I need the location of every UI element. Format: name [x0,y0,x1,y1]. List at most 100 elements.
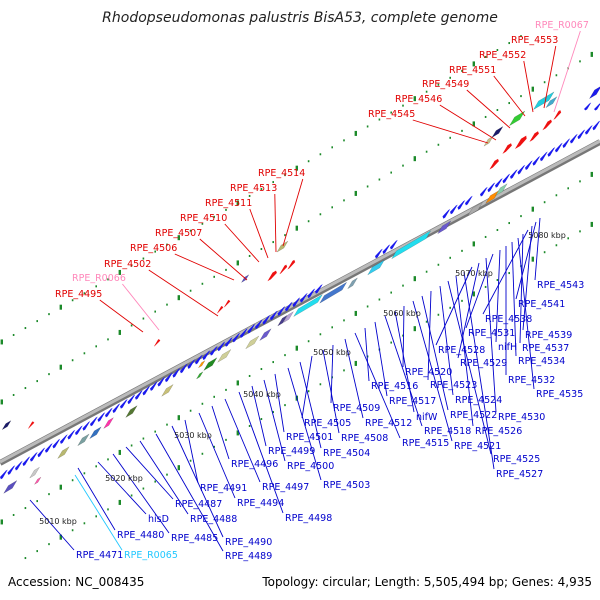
gene-label[interactable]: RPE_4514 [258,168,305,179]
tick-dot [437,143,440,146]
gene-label[interactable]: RPE_4522 [450,410,497,421]
tick-dot [508,222,510,225]
gene-label[interactable]: RPE_4545 [368,109,415,120]
leader-line [412,119,489,144]
gene-label[interactable]: RPE_4518 [424,426,471,437]
gene-label[interactable]: RPE_4500 [287,461,334,472]
gene-label[interactable]: RPE_4527 [496,469,543,480]
gene-label[interactable]: RPE_4512 [365,418,412,429]
gene-label[interactable]: RPE_4485 [171,533,218,544]
gene-label[interactable]: RPE_4532 [508,375,555,386]
gene-label[interactable]: RPE_4530 [498,412,545,423]
gene-label[interactable]: RPE_4487 [175,499,222,510]
gene-arrow [592,120,600,131]
leader-line [519,233,524,344]
gene-label[interactable]: RPE_4505 [304,418,351,429]
gene-label[interactable]: RPE_4494 [237,498,284,509]
gene-label[interactable]: RPE_4509 [333,403,380,414]
gene-label[interactable]: RPE_4502 [104,259,151,270]
gene-label[interactable]: RPE_4511 [205,198,252,209]
tick-dot [225,268,227,271]
gene-label[interactable]: RPE_4499 [268,446,315,457]
gene-label[interactable]: RPE_4537 [522,343,569,354]
gene-label[interactable]: RPE_4552 [479,50,526,61]
gene-label[interactable]: RPE_4508 [341,433,388,444]
gene-label[interactable]: hisD [148,514,169,525]
gene-label[interactable]: RPE_4489 [225,551,272,562]
gene-label[interactable]: nifH [498,342,517,353]
gene-label[interactable]: RPE_4515 [402,438,449,449]
kbp-scale-labels: 5010 kbp 5020 kbp 5030 kbp 5040 kbp 5050 kbp… [39,231,566,526]
gene-label[interactable]: RPE_4535 [536,389,583,400]
tick-dot [343,199,345,202]
gene-label[interactable]: RPE_4496 [231,459,278,470]
gene-label[interactable]: RPE_4507 [155,228,202,239]
gene-label[interactable]: RPE_4490 [225,537,272,548]
gene-arrow [217,341,226,352]
gene-label[interactable]: RPE_4551 [449,65,496,76]
tick-dot [107,508,109,511]
gene-label[interactable]: RPE_4503 [323,480,370,491]
gene-label[interactable]: RPE_4506 [130,243,177,254]
gene-label[interactable]: RPE_4525 [493,454,540,465]
tick-dot [189,229,192,232]
leader-line [274,373,285,433]
gene-label[interactable]: nifW [416,412,438,423]
gene-label[interactable]: RPE_4501 [286,432,333,443]
gene-label[interactable]: RPE_4526 [475,426,522,437]
tick-dot [425,320,428,323]
gene-label[interactable]: RPE_4520 [405,367,452,378]
gene-label[interactable]: RPE_4497 [262,482,309,493]
gene-label[interactable]: RPE_4546 [395,94,442,105]
gene-label[interactable]: RPE_4488 [190,514,237,525]
tick-dot [142,487,145,490]
gene-box [197,359,206,369]
gene-label[interactable]: RPE_4521 [454,441,501,452]
gene-label[interactable]: RPE_4538 [485,314,532,325]
gene-label[interactable]: RPE_4517 [389,396,436,407]
leader-line [493,75,526,117]
leader-line [455,275,474,427]
gene-arrow [105,407,113,418]
leader-line [534,217,541,281]
gene-box [217,348,232,363]
gene-arrow [262,315,271,325]
gene-label[interactable]: RPE_R0067 [535,20,589,31]
gene-label[interactable]: RPE_4529 [460,358,507,369]
gene-label[interactable]: RPE_4531 [468,328,515,339]
gene-label[interactable]: RPE_4480 [117,530,164,541]
tick-dot [189,459,192,462]
leader-line [364,327,370,382]
gene-label[interactable]: RPE_4541 [518,299,565,310]
gene-label[interactable]: RPE_4549 [422,79,469,90]
gene-label[interactable]: RPE_4523 [430,380,477,391]
tick-dot [59,484,62,490]
gene-label[interactable]: RPE_R0066 [72,273,126,284]
tick-dot [449,136,451,139]
gene-label[interactable]: RPE_4553 [511,35,558,46]
tick-dot [331,206,333,209]
gene-label[interactable]: RPE_4524 [455,395,502,406]
gene-label[interactable]: RPE_R0065 [124,550,178,561]
gene-label[interactable]: RPE_4516 [371,381,418,392]
tick-dot [0,339,4,345]
gene-label[interactable]: RPE_4534 [518,356,565,367]
tick-dot [531,206,534,212]
gene-label[interactable]: RPE_4495 [55,289,102,300]
gene-label[interactable]: RPE_4528 [438,345,485,356]
gene-label[interactable]: RPE_4510 [180,213,227,224]
gene-arrow [67,429,76,440]
tick-dot [437,313,440,316]
tick-dot [496,109,499,112]
gene-label[interactable]: RPE_4543 [537,280,584,291]
gene-label[interactable]: RPE_4539 [525,330,572,341]
gene-label[interactable]: RPE_4498 [285,513,332,524]
gene-arrow [487,182,496,193]
gene-label[interactable]: RPE_4504 [323,448,370,459]
gene-label[interactable]: RPE_4491 [200,483,247,494]
gene-label[interactable]: RPE_4513 [230,183,277,194]
gene-labels[interactable]: RPE_4495 RPE_R0066 RPE_4502 RPE_4506 RPE_450… [55,20,589,562]
gene-label[interactable]: RPE_4471 [76,550,123,561]
gene-arrow [90,416,98,427]
tick-dot [402,104,404,107]
